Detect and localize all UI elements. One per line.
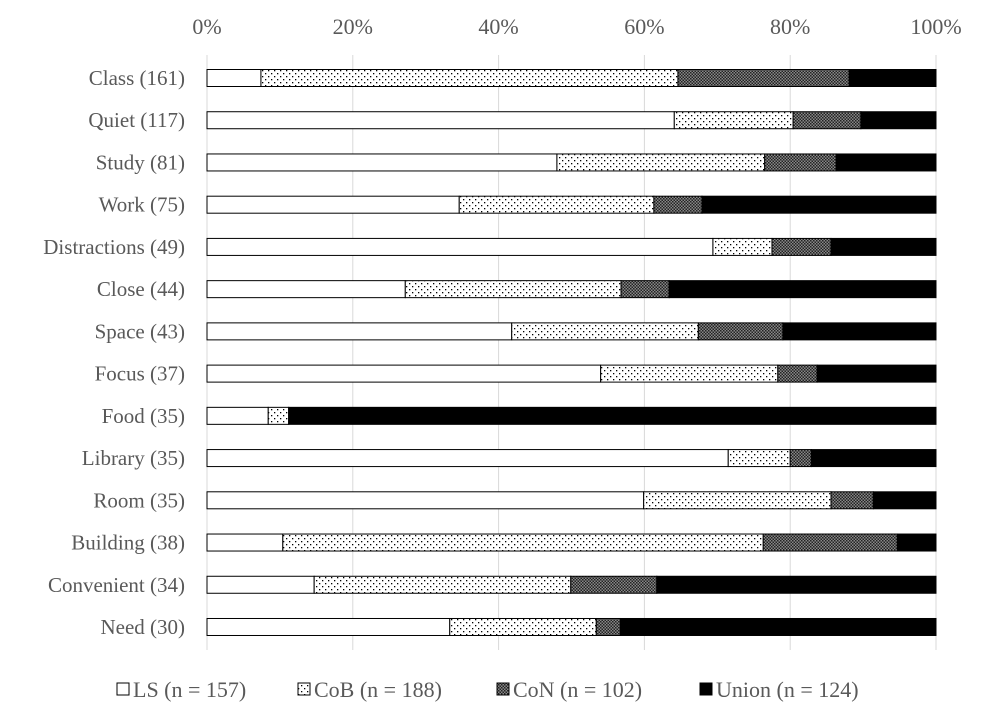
category-label: Space (43) <box>95 319 185 343</box>
bar-segment-con <box>595 617 621 636</box>
bar-segment-cob <box>313 575 572 594</box>
bar-segment-union <box>896 533 937 552</box>
bar-segment-con <box>677 69 850 87</box>
bar-segment-ls <box>206 364 602 383</box>
category-label: Work (75) <box>99 193 185 217</box>
bar-segment-cob <box>712 237 773 256</box>
bar-segment-con <box>653 195 703 214</box>
category-label: Class (161) <box>89 66 185 90</box>
bar-segment-ls <box>206 449 729 468</box>
bar-segment-ls <box>206 322 513 341</box>
bar-segment-ls <box>206 491 645 510</box>
legend: LS (n = 157) CoB (n = 188) CoN (n = 102) Un… <box>116 677 859 702</box>
category-label: Quiet (117) <box>88 108 185 132</box>
category-label: Convenient (34) <box>48 573 185 597</box>
category-label: Room (35) <box>93 488 185 512</box>
bar-segment-cob <box>727 449 791 468</box>
category-label: Focus (37) <box>95 362 185 386</box>
bar-segment-cob <box>449 617 597 636</box>
bar-segment-con <box>777 364 818 383</box>
bar-segment-con <box>570 575 658 594</box>
bar-segment-union <box>830 237 937 256</box>
x-tick-label: 0% <box>192 14 221 39</box>
category-label: Library (35) <box>82 446 185 470</box>
bar-segment-cob <box>673 111 794 130</box>
bar-segment-cob <box>458 195 655 214</box>
bar-segment-union <box>668 280 937 299</box>
category-label: Need (30) <box>100 615 185 639</box>
bar-segment-union <box>872 491 937 510</box>
category-label: Food (35) <box>102 404 185 428</box>
bars <box>206 69 937 636</box>
bar-segment-con <box>792 111 862 130</box>
x-tick-label: 20% <box>333 14 373 39</box>
legend-swatch <box>496 682 510 696</box>
legend-swatch <box>116 682 130 696</box>
x-tick-label: 100% <box>910 14 961 39</box>
bar-segment-con <box>764 153 837 172</box>
bar-segment-ls <box>206 237 714 256</box>
bar-segment-union <box>810 449 937 468</box>
bar-segment-union <box>288 406 937 425</box>
bar-segment-ls <box>206 406 269 425</box>
legend-label: Union (n = 124) <box>716 677 859 702</box>
category-label: Distractions (49) <box>43 235 185 259</box>
bar-segment-union <box>816 364 937 383</box>
bar-segment-ls <box>206 111 675 130</box>
bar-segment-con <box>620 280 670 299</box>
gridlines <box>206 55 937 650</box>
bar-segment-con <box>771 237 832 256</box>
bar-segment-union <box>835 153 937 172</box>
category-label: Study (81) <box>96 150 185 174</box>
bar-segment-ls <box>206 153 558 172</box>
bar-segment-cob <box>511 322 699 341</box>
bar-segment-cob <box>267 406 290 425</box>
legend-swatch <box>297 682 311 696</box>
bar-segment-union <box>656 575 937 594</box>
bar-segment-ls <box>206 195 460 214</box>
legend-label: LS (n = 157) <box>133 677 246 702</box>
category-label: Building (38) <box>71 531 185 555</box>
bar-segment-con <box>762 533 898 552</box>
category-label: Close (44) <box>97 277 185 301</box>
bar-segment-union <box>782 322 937 341</box>
bar-segment-con <box>830 491 874 510</box>
x-axis-ticks: 0% 20% 40% 60% 80% 100% <box>192 14 961 39</box>
bar-segment-union <box>619 617 937 636</box>
bar-segment-union <box>701 195 937 214</box>
bar-segment-con <box>697 322 784 341</box>
bar-segment-ls <box>206 617 451 636</box>
bar-segment-cob <box>600 364 779 383</box>
bar-segment-ls <box>206 533 284 552</box>
bar-segment-ls <box>206 69 262 87</box>
bar-segment-union <box>860 111 937 130</box>
bar-segment-cob <box>282 533 764 552</box>
x-tick-label: 40% <box>478 14 518 39</box>
bar-segment-cob <box>556 153 766 172</box>
bar-segment-cob <box>260 69 679 87</box>
legend-label: CoN (n = 102) <box>513 677 642 702</box>
bar-segment-con <box>789 449 812 468</box>
bar-segment-cob <box>643 491 832 510</box>
y-axis-labels: Class (161) Quiet (117) Study (81) Work (75… <box>43 66 185 639</box>
bar-segment-cob <box>404 280 622 299</box>
bar-segment-union <box>848 69 937 87</box>
bar-segment-ls <box>206 280 406 299</box>
legend-label: CoB (n = 188) <box>314 677 442 702</box>
x-tick-label: 60% <box>624 14 664 39</box>
x-tick-label: 80% <box>770 14 810 39</box>
bar-segment-ls <box>206 575 315 594</box>
legend-swatch <box>699 682 713 696</box>
